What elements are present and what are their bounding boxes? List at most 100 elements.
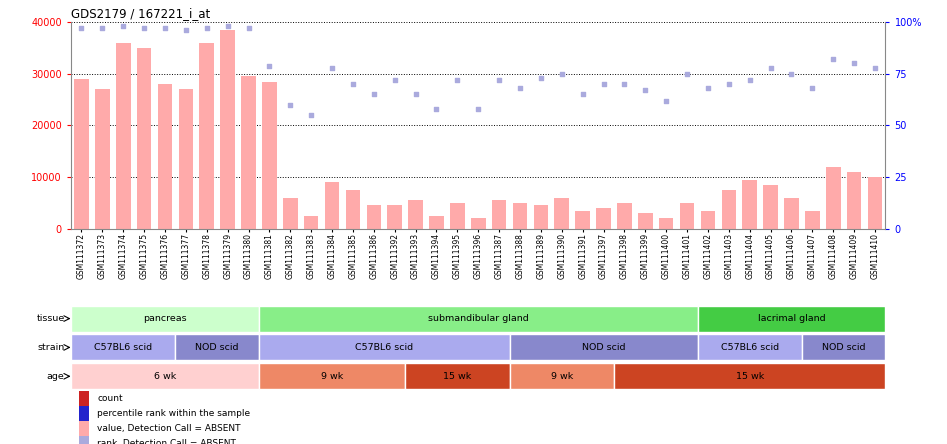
Point (784, 70, 799, 77)
Point (533, 75, 548, 82)
Bar (512, 203, 527, 229)
Bar (698, 334, 802, 361)
Bar (179, 89, 193, 229)
Text: NOD scid: NOD scid (195, 343, 239, 352)
Bar (241, 76, 256, 229)
Point (304, 111, 319, 119)
Bar (722, 190, 736, 229)
Point (616, 81, 632, 88)
Point (491, 76, 507, 83)
Text: C57BL6 scid: C57BL6 scid (721, 343, 778, 352)
Text: count: count (98, 394, 123, 403)
Bar (742, 180, 757, 229)
Bar (158, 84, 172, 229)
Point (450, 76, 465, 83)
Bar (80, 406, 89, 421)
Text: 6 wk: 6 wk (153, 372, 176, 381)
Point (512, 85, 527, 92)
Point (575, 91, 590, 98)
Bar (262, 82, 277, 229)
Bar (366, 206, 381, 229)
Point (826, 56, 841, 63)
Bar (680, 203, 694, 229)
Text: lacrimal gland: lacrimal gland (758, 314, 825, 323)
Point (366, 91, 382, 98)
Bar (95, 89, 110, 229)
Point (554, 70, 569, 77)
Text: pancreas: pancreas (143, 314, 187, 323)
Text: tissue: tissue (36, 314, 64, 323)
Text: value, Detection Call = ABSENT: value, Detection Call = ABSENT (98, 424, 241, 433)
Text: submandibular gland: submandibular gland (428, 314, 528, 323)
Bar (175, 334, 259, 361)
Bar (867, 177, 883, 229)
Point (805, 85, 820, 92)
Point (658, 97, 673, 104)
Point (95, 25, 110, 32)
Bar (71, 334, 175, 361)
Bar (784, 198, 798, 229)
Bar (283, 198, 297, 229)
Bar (554, 198, 569, 229)
Bar (429, 216, 444, 229)
Bar (80, 391, 89, 406)
Bar (408, 200, 423, 229)
Bar (71, 305, 259, 332)
Bar (200, 43, 214, 229)
Bar (80, 421, 89, 436)
Bar (136, 48, 152, 229)
Text: rank, Detection Call = ABSENT: rank, Detection Call = ABSENT (98, 439, 236, 444)
Point (471, 105, 486, 112)
Bar (74, 79, 89, 229)
Point (346, 81, 361, 88)
Text: strain: strain (37, 343, 64, 352)
Point (136, 25, 152, 32)
Point (283, 101, 298, 108)
Point (178, 27, 193, 34)
Point (157, 25, 172, 32)
Bar (80, 436, 89, 444)
Point (847, 60, 862, 67)
Point (74, 25, 89, 32)
Bar (387, 206, 402, 229)
Bar (304, 216, 318, 229)
Point (742, 76, 758, 83)
Bar (405, 363, 509, 389)
Text: percentile rank within the sample: percentile rank within the sample (98, 409, 250, 418)
Bar (701, 210, 715, 229)
Bar (659, 218, 673, 229)
Bar (221, 30, 235, 229)
Point (429, 105, 444, 112)
Bar (509, 363, 614, 389)
Bar (71, 363, 259, 389)
Text: 9 wk: 9 wk (550, 372, 573, 381)
Bar (491, 200, 507, 229)
Point (387, 76, 402, 83)
Bar (533, 206, 548, 229)
Text: 15 wk: 15 wk (443, 372, 472, 381)
Bar (638, 213, 652, 229)
Point (722, 81, 737, 88)
Bar (259, 334, 509, 361)
Bar (847, 172, 862, 229)
Bar (259, 305, 698, 332)
Bar (802, 334, 885, 361)
Bar (698, 305, 885, 332)
Text: 9 wk: 9 wk (321, 372, 343, 381)
Bar (325, 182, 339, 229)
Text: NOD scid: NOD scid (581, 343, 625, 352)
Point (241, 25, 256, 32)
Point (596, 81, 611, 88)
Bar (450, 203, 465, 229)
Point (408, 91, 423, 98)
Point (680, 70, 695, 77)
Text: 15 wk: 15 wk (736, 372, 764, 381)
Text: GDS2179 / 167221_i_at: GDS2179 / 167221_i_at (71, 7, 210, 20)
Point (637, 87, 652, 94)
Bar (471, 218, 486, 229)
Bar (617, 203, 632, 229)
Bar (597, 208, 611, 229)
Point (199, 25, 214, 32)
Point (116, 23, 131, 30)
Text: C57BL6 scid: C57BL6 scid (94, 343, 152, 352)
